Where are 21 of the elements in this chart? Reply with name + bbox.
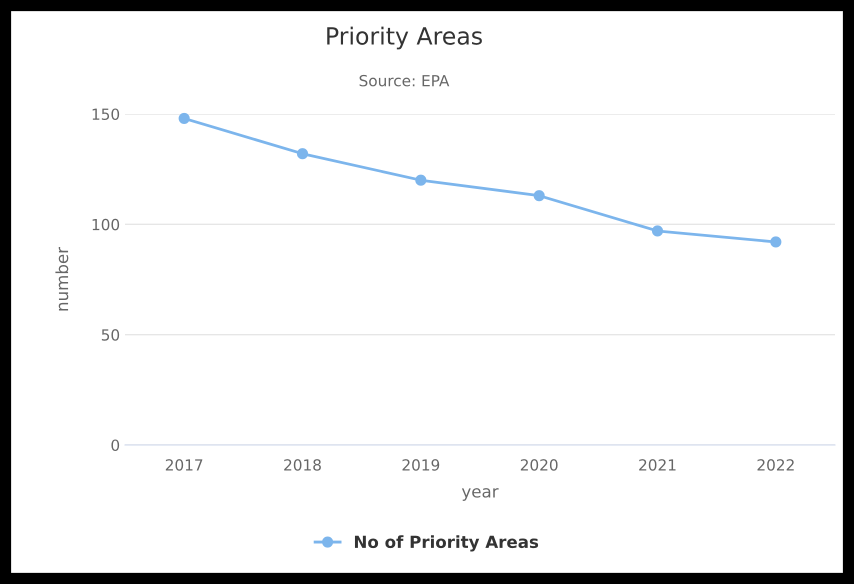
legend-label: No of Priority Areas — [354, 535, 538, 552]
x-tick-label: 2019 — [402, 459, 440, 471]
point — [415, 174, 426, 186]
y-tick-label: 150 — [92, 108, 120, 120]
x-tick-label: 2018 — [284, 459, 321, 471]
y-tick-label: 0 — [111, 439, 120, 452]
y-tick-label: 100 — [92, 218, 120, 230]
x-axis-title: year — [462, 488, 499, 501]
point — [178, 112, 190, 124]
point — [296, 148, 308, 160]
x-tick-label: 2021 — [639, 459, 676, 471]
chart-title: Priority Areas — [327, 26, 482, 50]
point — [770, 236, 782, 248]
x-tick-label: 2022 — [758, 459, 794, 471]
point — [534, 190, 545, 202]
x-tick-label: 2020 — [520, 459, 558, 471]
chart-subtitle: Source: EPA — [360, 74, 450, 86]
y-axis-title: number — [55, 246, 68, 311]
y-tick-label: 50 — [102, 329, 120, 341]
x-tick-label: 2017 — [166, 459, 202, 471]
point — [652, 225, 664, 237]
